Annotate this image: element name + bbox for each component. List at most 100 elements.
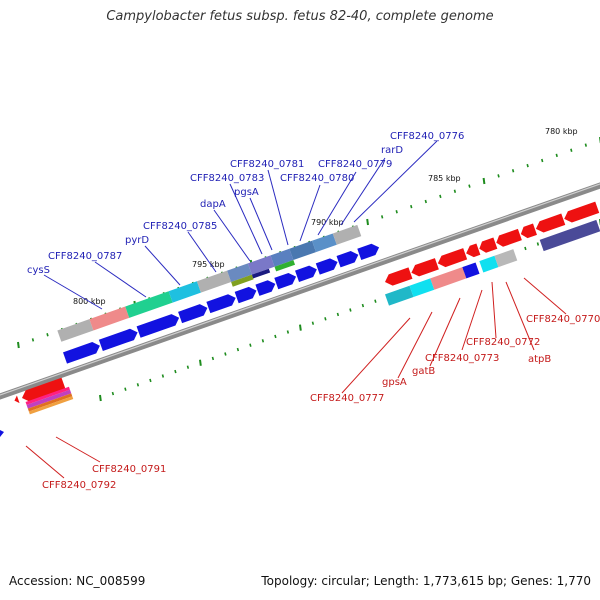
gene-box — [27, 393, 73, 412]
cds-arrow — [234, 286, 257, 304]
minor-tick — [161, 374, 165, 378]
minor-tick — [497, 174, 500, 178]
gene-label: pgsA — [234, 187, 259, 198]
backbone — [0, 182, 600, 400]
gene-label: CFF8240_0779 — [318, 159, 392, 170]
gene-label: CFF8240_0791 — [92, 464, 166, 475]
gene-box — [430, 267, 467, 290]
cds-arrow — [564, 201, 600, 223]
gene-box — [274, 260, 296, 272]
gene-box — [57, 319, 94, 342]
major-tick — [482, 177, 486, 185]
cds-arrow — [63, 342, 100, 364]
gene-box — [462, 262, 480, 279]
gene-box — [25, 386, 70, 405]
feature-row-upper — [57, 224, 362, 342]
minor-tick — [424, 199, 427, 204]
gene-box — [89, 306, 130, 331]
cds-arrow — [98, 328, 138, 352]
reverse-cds-row — [385, 201, 600, 286]
gene-label: CFF8240_0781 — [230, 159, 304, 170]
minor-tick — [536, 242, 540, 246]
gene-box — [247, 255, 275, 275]
gene-box — [231, 274, 254, 287]
gene-label: CFF8240_0783 — [190, 173, 264, 184]
gene-label: CFF8240_0776 — [390, 131, 464, 142]
minor-tick — [395, 210, 398, 214]
right-track — [385, 201, 600, 306]
minor-tick — [524, 246, 527, 251]
red-labels: CFF8240_0770 CFF8240_0772 atpB CFF8240_0… — [25, 277, 600, 491]
gene-label: CFF8240_0792 — [42, 480, 116, 491]
gene-box — [125, 291, 173, 318]
minor-tick — [349, 308, 352, 312]
tick-label-795: 795 kbp — [192, 260, 225, 269]
gene-label: CFF8240_0773 — [425, 353, 499, 364]
minor-tick — [46, 333, 49, 337]
gene-label: CFF8240_0787 — [48, 251, 122, 262]
minor-tick — [511, 169, 515, 173]
cds-arrow — [295, 265, 317, 282]
major-tick — [199, 359, 202, 366]
minor-tick — [410, 204, 413, 209]
map-title: Campylobacter fetus subsp. fetus 82-40, … — [106, 9, 494, 24]
lower-left-track — [0, 377, 74, 437]
minor-tick — [584, 143, 588, 147]
major-tick — [99, 394, 102, 402]
gene-box — [28, 396, 74, 415]
forward-cds-row — [63, 243, 380, 364]
gene-label: atpB — [528, 354, 551, 365]
minor-tick — [541, 158, 544, 163]
cds-arrow — [496, 228, 522, 247]
gene-label: CFF8240_0772 — [466, 337, 540, 348]
cds-arrow — [411, 258, 439, 277]
accession-text: Accession: NC_008599 — [9, 574, 146, 588]
gene-label: dapA — [200, 199, 226, 210]
cds-arrow — [336, 251, 359, 268]
minor-tick — [261, 339, 265, 343]
gene-label: CFF8240_0777 — [310, 393, 384, 404]
gene-box — [270, 248, 294, 267]
cds-arrow — [136, 314, 180, 338]
tick-label-790: 790 kbp — [311, 218, 344, 227]
gene-box — [409, 278, 435, 298]
minor-tick — [186, 365, 190, 369]
minor-tick — [211, 356, 215, 361]
gene-label: CFF8240_0780 — [280, 173, 354, 184]
gene-box — [332, 224, 362, 245]
cds-arrow — [385, 267, 413, 286]
gene-label: cysS — [27, 265, 50, 276]
genome-summary-text: Topology: circular; Length: 1,773,615 bp… — [261, 574, 591, 588]
major-tick — [17, 341, 20, 349]
cds-arrow — [274, 272, 297, 290]
blue-labels: CFF8240_0776 rarD CFF8240_0779 CFF8240_0… — [27, 131, 464, 310]
cds-arrow — [535, 213, 566, 233]
major-tick — [299, 324, 302, 331]
feature-row-right — [385, 219, 600, 306]
gene-box — [385, 285, 414, 306]
major-tick — [366, 218, 369, 226]
tick-label-780: 780 kbp — [545, 127, 578, 136]
cds-arrow — [315, 258, 338, 275]
gene-label: rarD — [381, 145, 403, 156]
gene-box — [196, 270, 232, 293]
upper-track — [57, 224, 380, 364]
minor-tick — [570, 148, 573, 152]
gene-box — [312, 233, 337, 253]
minor-tick — [336, 312, 340, 317]
gene-box — [168, 281, 201, 303]
gene-box — [251, 268, 271, 279]
cds-arrow — [520, 223, 537, 239]
minor-tick — [274, 334, 277, 339]
gene-label: CFF8240_0785 — [143, 221, 217, 232]
minor-tick — [380, 215, 384, 219]
minor-tick — [311, 321, 315, 325]
minor-tick — [31, 338, 35, 342]
gene-label: gpsA — [382, 377, 407, 388]
gene-label: CFF8240_0770 — [526, 314, 600, 325]
minor-tick — [526, 163, 529, 168]
gene-box — [289, 240, 316, 261]
cds-arrow — [357, 243, 380, 261]
minor-tick — [136, 383, 140, 387]
